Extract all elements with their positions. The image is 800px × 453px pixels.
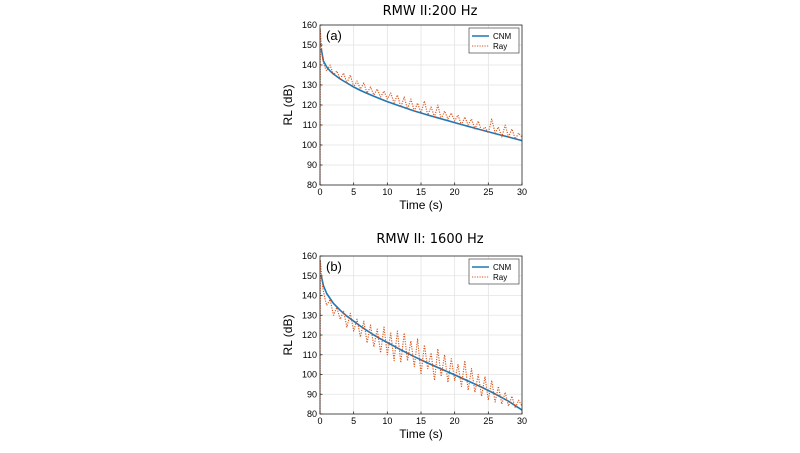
- chart-a-xtick-label: 0: [317, 187, 322, 197]
- chart-a-legend-label-cnm: CNM: [493, 32, 512, 41]
- chart-a-ytick-label: 90: [307, 160, 317, 170]
- chart-a-ytick-label: 120: [302, 100, 317, 110]
- chart-b-legend-label-cnm: CNM: [493, 263, 512, 272]
- chart-a-xlabel: Time (s): [399, 198, 443, 212]
- chart-b-xtick-label: 5: [351, 416, 356, 426]
- chart-a-series-ray-line: [319, 28, 523, 186]
- chart-b-ylabel: RL (dB): [281, 315, 295, 356]
- chart-a-panel-label: (a): [326, 28, 342, 43]
- chart-a-ytick-label: 150: [302, 40, 317, 50]
- chart-a-xtick-label: 30: [517, 187, 527, 197]
- chart-a-ytick-label: 110: [303, 120, 317, 130]
- chart-b-ytick-label: 90: [307, 389, 317, 399]
- chart-a-ytick-label: 80: [307, 180, 317, 190]
- chart-b-xtick-label: 20: [450, 416, 460, 426]
- chart-b-ytick-label: 80: [307, 409, 317, 419]
- chart-b-legend-label-ray: Ray: [493, 273, 507, 282]
- chart-b-ytick-label: 110: [303, 350, 317, 360]
- chart-b-xtick-label: 15: [416, 416, 426, 426]
- chart-b-series-ray-line: [319, 259, 523, 415]
- chart-a-xtick-label: 15: [416, 187, 426, 197]
- chart-a-title: RMW II:200 Hz: [382, 4, 478, 19]
- chart-b-xtick-label: 0: [317, 416, 322, 426]
- chart-b-ytick-label: 160: [302, 251, 317, 261]
- chart-a-series-cnm-line: [320, 48, 523, 142]
- chart-b-xlabel: Time (s): [399, 427, 443, 441]
- chart-a-ytick-label: 140: [302, 60, 317, 70]
- chart-a-xtick-label: 5: [351, 187, 356, 197]
- chart-a-ylabel: RL (dB): [281, 85, 295, 126]
- chart-a-xtick-label: 10: [382, 187, 392, 197]
- chart-b-series-cnm-line: [320, 275, 523, 411]
- chart-b-ytick-label: 120: [302, 330, 317, 340]
- chart-b-ytick-label: 100: [302, 370, 317, 380]
- chart-a-ytick-label: 100: [302, 140, 317, 150]
- chart-b-xtick-label: 25: [483, 416, 493, 426]
- chart-b-xtick-label: 30: [517, 416, 527, 426]
- chart-a-xtick-label: 20: [450, 187, 460, 197]
- chart-b-ytick-label: 140: [302, 291, 317, 301]
- chart-b-xtick-label: 10: [382, 416, 392, 426]
- chart-a-legend-box: [468, 27, 520, 54]
- chart-a-ytick-label: 130: [302, 80, 317, 90]
- chart-a-ytick-label: 160: [302, 20, 317, 30]
- chart-b-title: RMW II: 1600 Hz: [376, 232, 484, 247]
- chart-b-legend-box: [468, 258, 520, 285]
- chart-b-ytick-label: 130: [302, 310, 317, 320]
- chart-b-panel-label: (b): [326, 259, 342, 274]
- chart-a-legend-label-ray: Ray: [493, 42, 507, 51]
- chart-a-xtick-label: 25: [483, 187, 493, 197]
- chart-b-ytick-label: 150: [302, 271, 317, 281]
